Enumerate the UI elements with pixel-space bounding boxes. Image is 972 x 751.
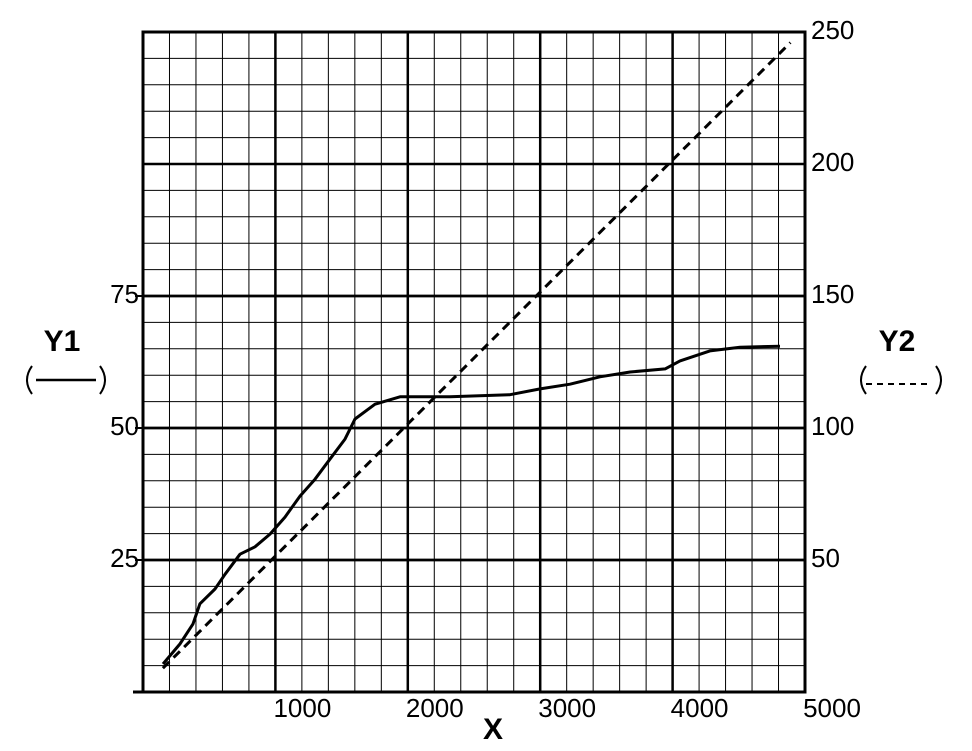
y2-legend-sample [860, 365, 942, 395]
x-tick-label: 4000 [671, 693, 729, 723]
y-tick-label: 50 [110, 411, 139, 441]
x-tick-label: 2000 [406, 693, 464, 723]
y2-axis-title: Y2 [879, 325, 916, 358]
x-axis-title: X [483, 713, 503, 746]
y2-tick-label: 150 [811, 279, 854, 309]
y2-tick-label: 200 [811, 147, 854, 177]
y2-tick-label: 250 [811, 15, 854, 45]
x-tick-label: 3000 [538, 693, 596, 723]
x-tick-label: 1000 [273, 693, 331, 723]
y-axis-title: Y1 [44, 325, 81, 358]
data-line [161, 41, 792, 670]
x-tick-label: 5000 [803, 693, 861, 723]
data-line [161, 344, 781, 665]
y2-tick-label: 100 [811, 411, 854, 441]
y-tick-label: 25 [110, 543, 139, 573]
y-legend-sample [26, 365, 106, 395]
y-tick-label: 75 [110, 279, 139, 309]
plot-frame [141, 30, 807, 694]
y2-tick-label: 50 [811, 543, 840, 573]
grid [143, 30, 807, 692]
